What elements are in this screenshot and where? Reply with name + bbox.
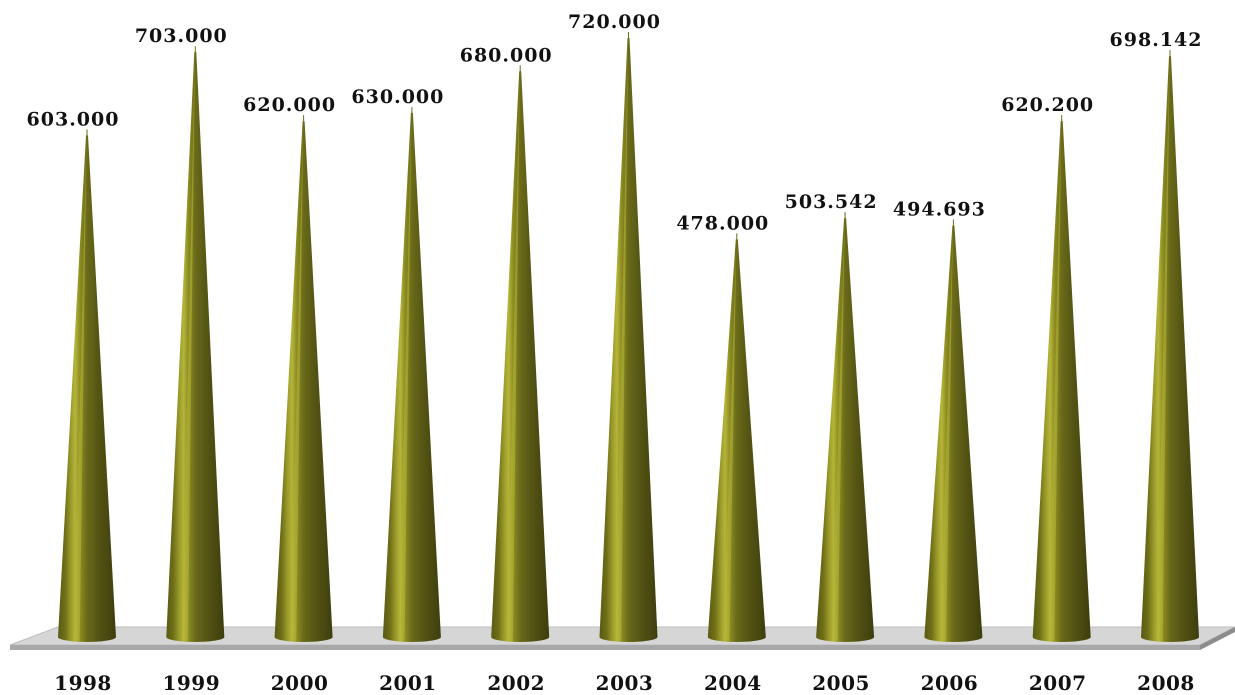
cone-2004 xyxy=(707,239,766,642)
cone-highlight-2004 xyxy=(723,243,737,641)
cone-1999 xyxy=(166,52,225,642)
tick-label-2006: 2006 xyxy=(921,671,979,695)
tick-label-2007: 2007 xyxy=(1029,671,1087,695)
data-label-1999: 703.000 xyxy=(135,25,228,47)
data-label-2008: 698.142 xyxy=(1110,29,1203,51)
data-label-2006: 494.693 xyxy=(893,198,986,220)
cone-highlight-2003 xyxy=(615,42,628,641)
tick-label-1999: 1999 xyxy=(162,671,220,695)
tick-label-2008: 2008 xyxy=(1137,671,1195,695)
tick-label-2004: 2004 xyxy=(704,671,762,695)
cone-2003 xyxy=(599,38,658,642)
data-labels: 603.000 703.000 620.000 630.000 680.000 720.0… xyxy=(27,11,1203,234)
cone-2000 xyxy=(274,121,333,642)
cone-2008 xyxy=(1141,56,1199,643)
cone-highlight-2002 xyxy=(507,75,520,642)
cone-2005 xyxy=(816,218,875,642)
tick-label-2000: 2000 xyxy=(271,671,329,695)
floor-side xyxy=(1200,627,1235,650)
data-label-2001: 630.000 xyxy=(351,86,444,108)
cone-highlight-2000 xyxy=(290,125,304,641)
data-label-1998: 603.000 xyxy=(27,108,120,130)
tick-label-2001: 2001 xyxy=(379,671,437,695)
cone-highlight-2001 xyxy=(398,116,412,641)
tick-label-1998: 1998 xyxy=(54,671,112,695)
cone-1998 xyxy=(58,135,116,642)
cone-highlight-1998 xyxy=(73,139,87,641)
x-axis-ticks: 1998 1999 2000 2001 2002 2003 2004 2005 2006 2007… xyxy=(54,671,1195,695)
cone-series xyxy=(58,32,1199,643)
cone-highlight-2005 xyxy=(832,222,845,641)
cone-2006 xyxy=(924,225,983,642)
cone-highlight-2006 xyxy=(940,229,953,641)
data-label-2000: 620.000 xyxy=(243,94,336,116)
data-label-2003: 720.000 xyxy=(568,11,661,33)
data-label-2007: 620.200 xyxy=(1001,94,1094,116)
cone-highlight-2008 xyxy=(1156,60,1170,642)
data-label-2005: 503.542 xyxy=(785,191,878,213)
tick-label-2005: 2005 xyxy=(812,671,870,695)
cone-2001 xyxy=(382,112,441,642)
floor-front xyxy=(10,645,1200,650)
data-label-2002: 680.000 xyxy=(460,44,553,66)
cone-2002 xyxy=(491,71,550,643)
tick-label-2002: 2002 xyxy=(487,671,545,695)
cone-highlight-2007 xyxy=(1048,125,1062,641)
cone-highlight-1999 xyxy=(182,56,195,641)
tick-label-2003: 2003 xyxy=(596,671,654,695)
data-label-2004: 478.000 xyxy=(676,212,769,234)
cone-2007 xyxy=(1032,121,1091,642)
